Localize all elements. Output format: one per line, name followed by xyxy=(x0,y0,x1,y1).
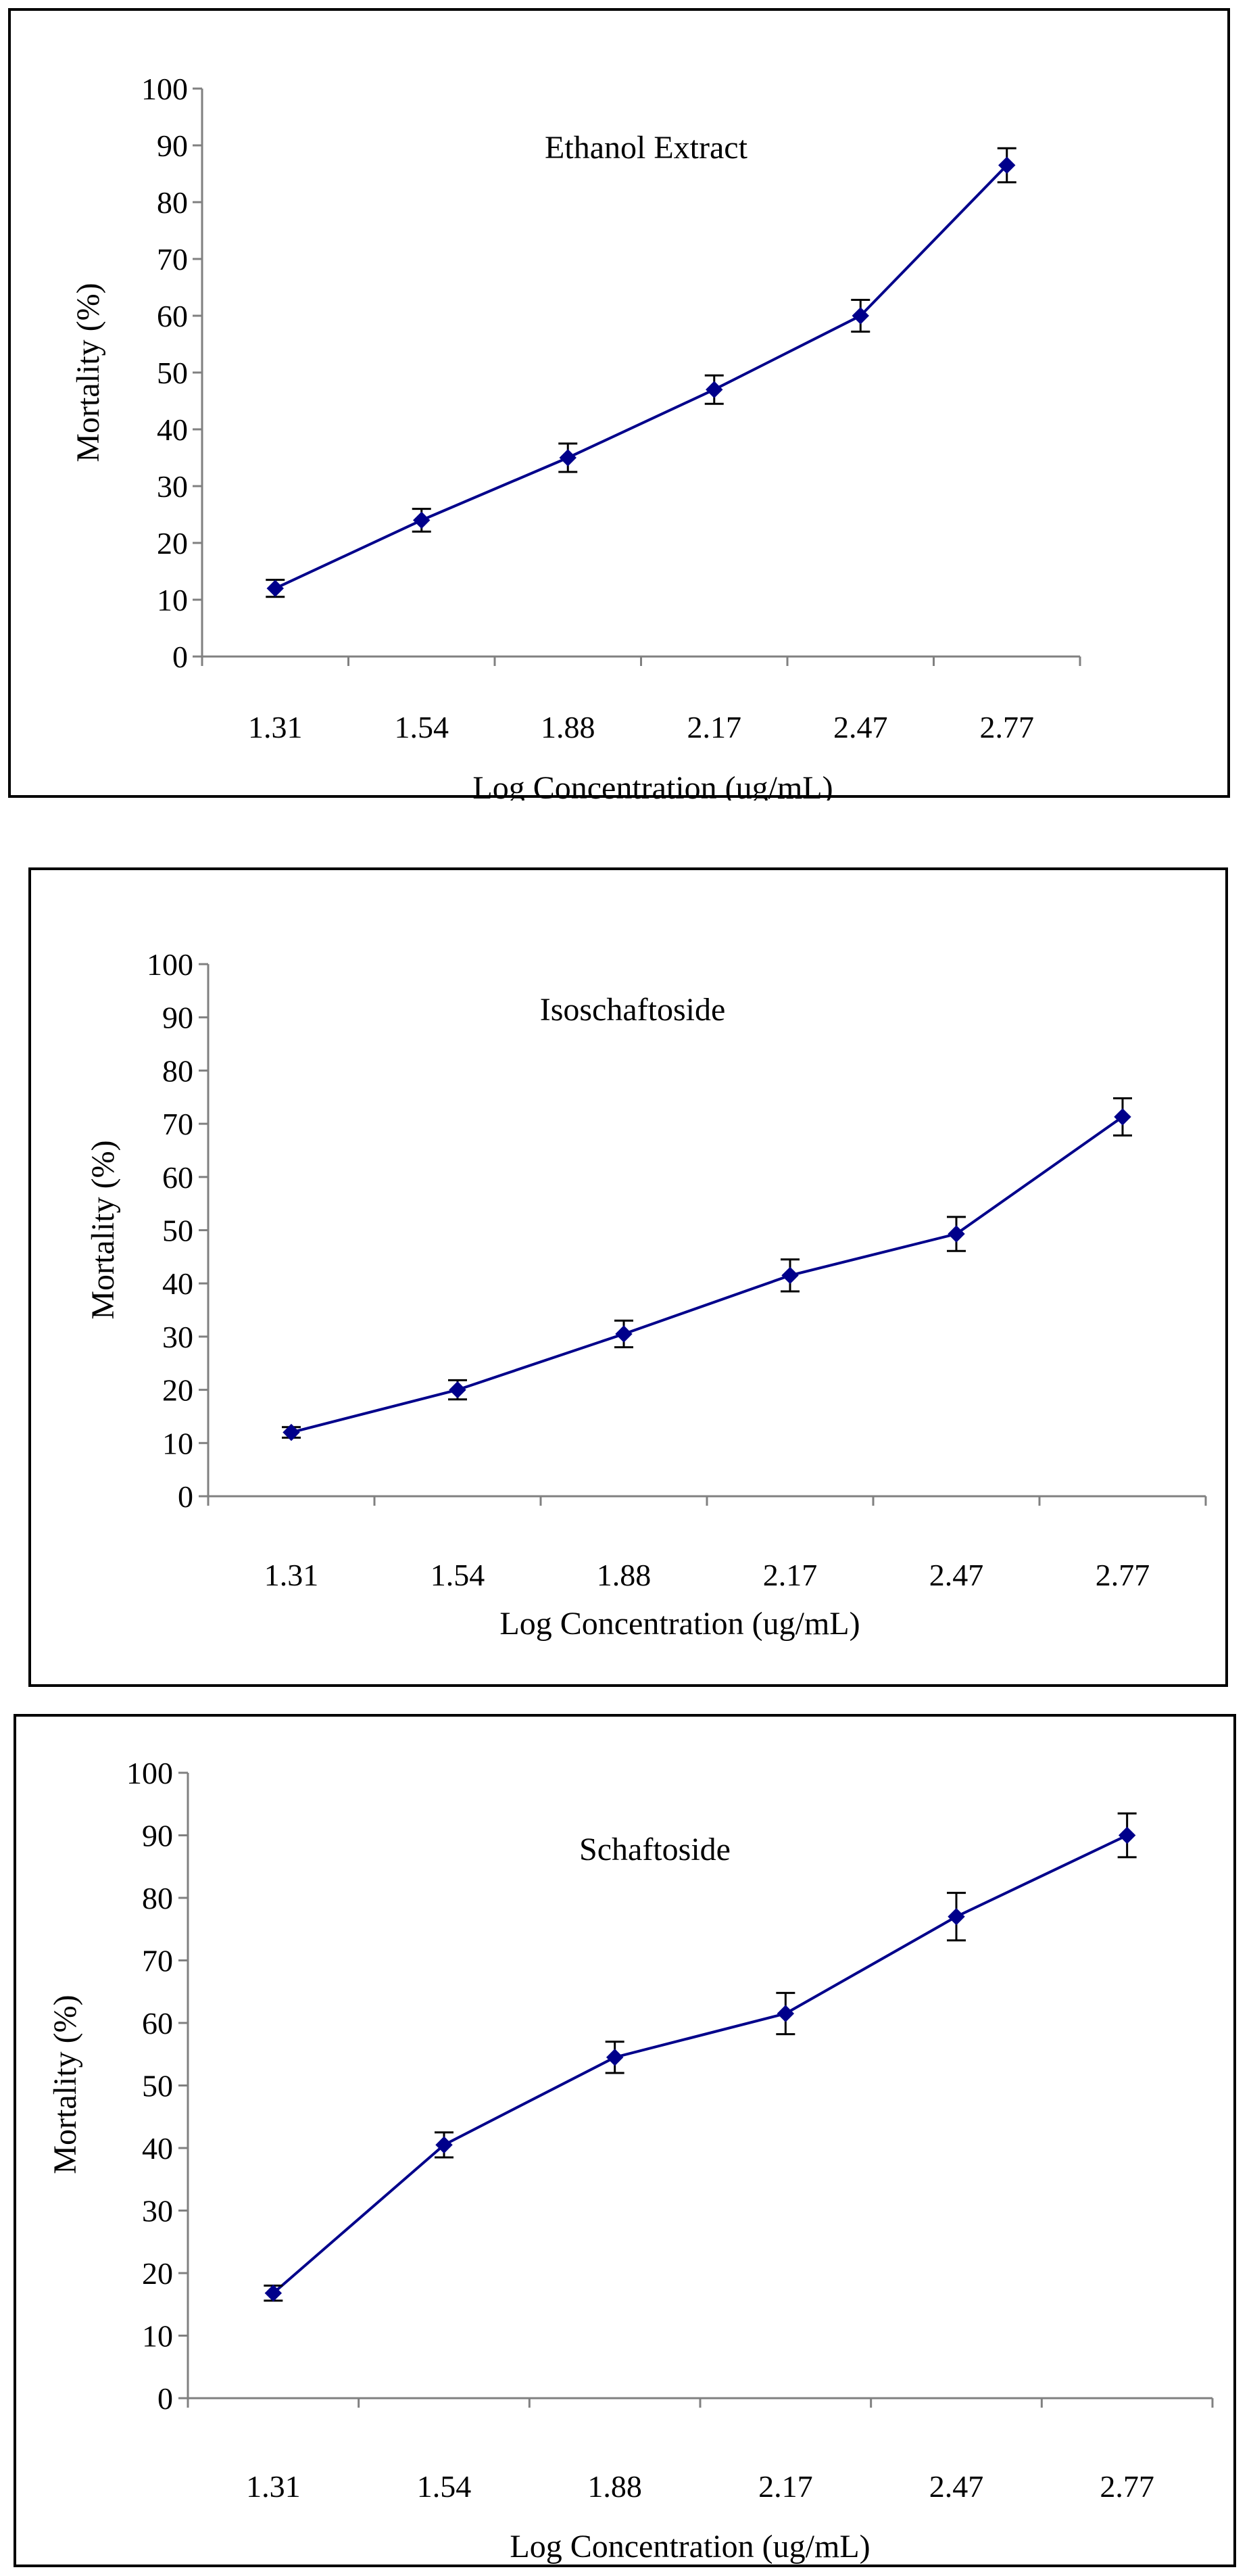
chart-title: Ethanol Extract xyxy=(545,130,748,166)
y-tick-label: 20 xyxy=(162,1373,193,1408)
x-tick-label: 1.54 xyxy=(395,710,449,744)
x-tick-label: 1.54 xyxy=(431,1558,485,1592)
chart-title: Isoschaftoside xyxy=(540,992,726,1028)
y-tick-label: 90 xyxy=(142,1819,173,1853)
y-tick-label: 90 xyxy=(157,128,188,163)
y-tick-label: 0 xyxy=(157,2381,173,2416)
y-axis-label: Mortality (%) xyxy=(70,283,106,462)
y-axis-label: Mortality (%) xyxy=(85,1140,121,1319)
x-tick-label: 1.31 xyxy=(246,2469,301,2504)
x-tick-label: 2.17 xyxy=(763,1558,818,1592)
series-line xyxy=(274,164,1008,590)
y-tick-label: 40 xyxy=(142,2131,173,2166)
x-tick-label: 2.47 xyxy=(833,710,888,744)
data-point xyxy=(449,1381,466,1399)
data-point xyxy=(1114,1108,1131,1126)
y-tick-label: 70 xyxy=(157,242,188,277)
data-point xyxy=(413,511,431,529)
y-tick-label: 20 xyxy=(142,2256,173,2291)
data-point xyxy=(948,1225,965,1243)
data-point xyxy=(606,2049,624,2066)
y-tick-label: 30 xyxy=(142,2194,173,2228)
data-point xyxy=(948,1908,965,1926)
x-tick-label: 1.31 xyxy=(264,1558,319,1592)
data-point xyxy=(998,156,1016,174)
y-tick-label: 90 xyxy=(162,1001,193,1035)
y-tick-label: 100 xyxy=(141,72,188,106)
data-point xyxy=(1118,1826,1136,1844)
data-point xyxy=(852,307,869,325)
x-tick-label: 1.88 xyxy=(541,710,595,744)
x-tick-label: 2.77 xyxy=(980,710,1035,744)
y-tick-label: 0 xyxy=(172,640,188,674)
series-line xyxy=(291,1116,1124,1434)
data-point xyxy=(559,449,577,467)
x-tick-label: 2.77 xyxy=(1100,2469,1154,2504)
data-point xyxy=(777,2005,795,2022)
data-point xyxy=(264,2284,283,2302)
chart-svg: 0 10 20 30 40 50 60 70 80 90 100 1.31 1.54 1.88 2.17 2.… xyxy=(70,72,1081,801)
x-tick-label: 1.88 xyxy=(597,1558,652,1592)
y-tick-label: 80 xyxy=(142,1881,173,1915)
data-point xyxy=(706,381,723,398)
y-tick-label: 70 xyxy=(142,1944,173,1978)
x-axis-label: Log Concentration (ug/mL) xyxy=(510,2529,870,2565)
y-tick-label: 60 xyxy=(162,1160,193,1195)
y-tick-label: 30 xyxy=(162,1320,193,1354)
y-tick-label: 0 xyxy=(178,1479,193,1514)
x-tick-label: 1.54 xyxy=(417,2469,472,2504)
data-point xyxy=(781,1266,799,1285)
chart-svg: 0 10 20 30 40 50 60 70 80 90 100 1.31 1.54 1.88 2.17 2.… xyxy=(85,947,1207,1642)
y-tick-label: 80 xyxy=(157,185,188,220)
x-tick-label: 1.31 xyxy=(248,710,303,744)
y-tick-label: 100 xyxy=(147,947,193,982)
data-point xyxy=(283,1423,300,1441)
x-tick-label: 2.47 xyxy=(929,2469,984,2504)
x-tick-label: 2.77 xyxy=(1096,1558,1150,1592)
x-tick-label: 1.88 xyxy=(587,2469,642,2504)
y-tick-label: 10 xyxy=(157,583,188,617)
y-tick-label: 20 xyxy=(157,526,188,560)
x-tick-label: 2.47 xyxy=(929,1558,984,1592)
chart-panel-isoschaftoside: 0 10 20 30 40 50 60 70 80 90 100 1.31 1.54 1.88 2.17 2.… xyxy=(28,867,1228,1687)
y-tick-label: 50 xyxy=(157,356,188,390)
y-tick-label: 70 xyxy=(162,1107,193,1141)
x-tick-label: 2.17 xyxy=(758,2469,813,2504)
y-tick-label: 50 xyxy=(142,2069,173,2103)
x-tick-label: 2.17 xyxy=(687,710,742,744)
x-axis-label: Log Concentration (ug/mL) xyxy=(499,1606,860,1642)
chart-svg: 0 10 20 30 40 50 60 70 80 90 100 1.31 1.54 1.88 2.17 2.… xyxy=(47,1756,1214,2565)
data-point xyxy=(266,579,284,597)
y-axis-label: Mortality (%) xyxy=(47,1995,83,2174)
chart-title: Schaftoside xyxy=(579,1832,731,1867)
x-axis-label: Log Concentration (ug/mL) xyxy=(472,770,833,801)
y-tick-label: 100 xyxy=(126,1756,173,1790)
chart-panel-schaftoside: 0 10 20 30 40 50 60 70 80 90 100 1.31 1.54 1.88 2.17 2.… xyxy=(14,1714,1236,2567)
y-tick-label: 60 xyxy=(157,299,188,333)
y-tick-label: 40 xyxy=(162,1266,193,1301)
y-tick-label: 40 xyxy=(157,412,188,447)
series-line xyxy=(272,1834,1128,2295)
y-tick-label: 60 xyxy=(142,2006,173,2041)
y-tick-label: 10 xyxy=(142,2319,173,2354)
y-tick-label: 80 xyxy=(162,1053,193,1088)
chart-panel-ethanol-extract: 0 10 20 30 40 50 60 70 80 90 100 1.31 1.54 1.88 2.17 2.… xyxy=(8,8,1230,801)
y-tick-label: 30 xyxy=(157,469,188,504)
data-point xyxy=(435,2136,453,2154)
y-tick-label: 50 xyxy=(162,1214,193,1248)
data-point xyxy=(615,1325,633,1343)
y-tick-label: 10 xyxy=(162,1426,193,1460)
